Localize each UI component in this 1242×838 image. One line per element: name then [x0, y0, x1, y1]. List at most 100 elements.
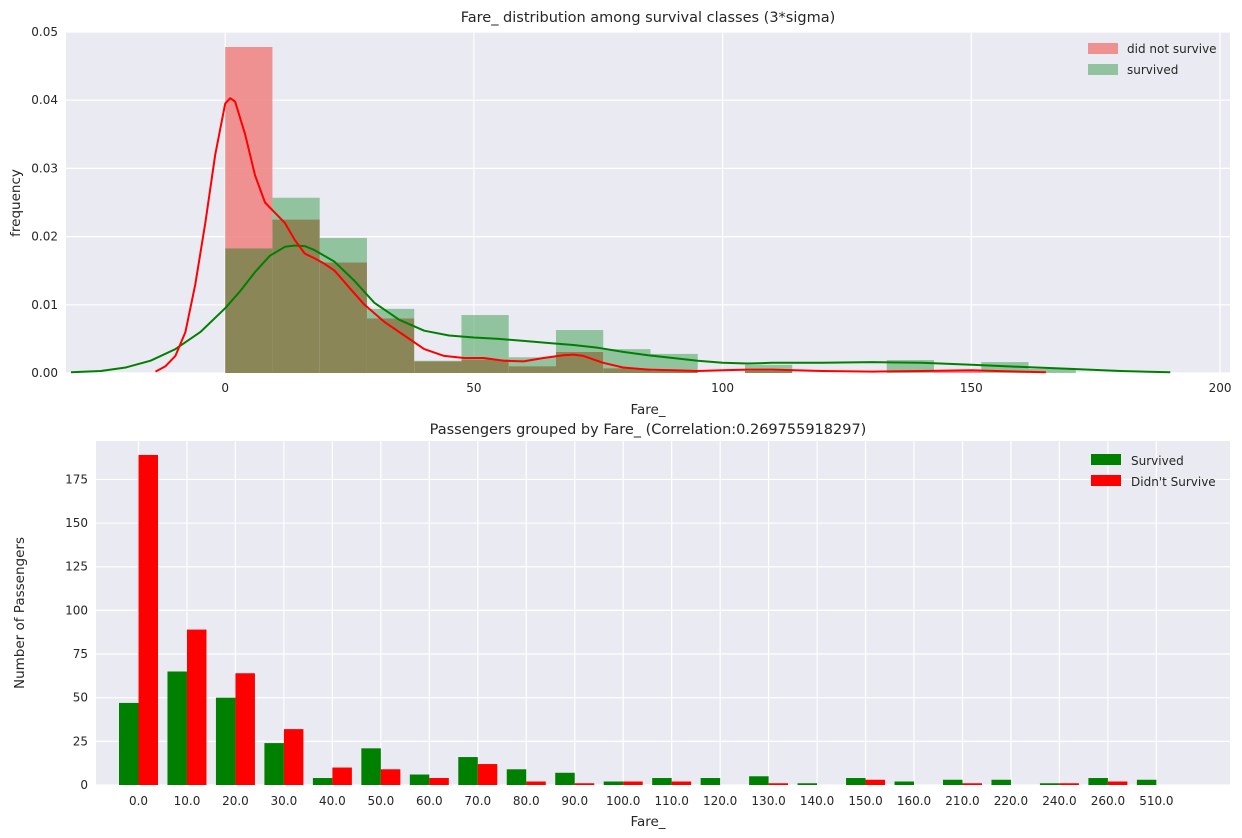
y-tick-label: 0.04	[31, 93, 58, 107]
kde-curves	[70, 97, 1171, 374]
x-tick-label: 200	[1209, 381, 1232, 395]
x-tick-label: 210.0	[945, 794, 979, 808]
histogram-bar-survived	[414, 360, 462, 362]
legend-label-did-not-survive: did not survive	[1127, 42, 1217, 56]
histogram-bar-survived	[650, 353, 698, 371]
legend-label-didnt-survive: Didn't Survive	[1131, 475, 1216, 489]
histogram-bar-overlap	[555, 351, 604, 373]
y-tick-label: 0.01	[31, 298, 58, 312]
bar-didnt-survive	[186, 629, 207, 785]
x-axis-label: Fare_	[630, 402, 665, 418]
x-tick-label: 260.0	[1091, 794, 1125, 808]
legend-label-survived: Survived	[1131, 454, 1184, 468]
y-tick-label: 0.00	[31, 366, 58, 380]
bar-survived	[361, 748, 381, 785]
x-tick-label: 70.0	[464, 794, 491, 808]
bar-didnt-survive	[671, 781, 692, 785]
x-tick-label: 90.0	[561, 794, 588, 808]
bar-survived	[555, 772, 575, 785]
x-tick-label: 150.0	[848, 794, 882, 808]
fare-distribution-chart: Fare_ distribution among survival classe…	[8, 10, 1232, 418]
bar-didnt-survive	[235, 673, 255, 785]
axis-ticks: 0 25 50 75 100 125 150 175 0.0 10.0 20.0 30.0 40.0 50…	[65, 472, 1173, 808]
bar-survived	[991, 779, 1011, 785]
bar-survived	[797, 783, 818, 785]
bar-survived	[1136, 779, 1157, 785]
bar-didnt-survive	[1107, 781, 1128, 785]
x-tick-label: 140.0	[800, 794, 834, 808]
bar-didnt-survive	[1059, 783, 1079, 785]
legend-swatch-didnt-survive	[1091, 475, 1121, 486]
x-tick-label: 10.0	[174, 794, 201, 808]
y-tick-label: 175	[65, 472, 88, 486]
bar-didnt-survive	[962, 783, 982, 785]
histogram-bar-survived	[1028, 368, 1076, 373]
histogram-bar-survived	[745, 364, 793, 371]
x-tick-label: 150	[960, 381, 983, 395]
x-tick-label: 0.0	[129, 794, 148, 808]
x-axis-label: Fare_	[630, 814, 665, 830]
y-tick-label: 125	[65, 560, 88, 574]
histogram-bar-overlap	[225, 248, 273, 373]
y-tick-label: 25	[73, 734, 88, 748]
bar-didnt-survive	[768, 783, 789, 785]
bar-survived	[409, 774, 430, 785]
x-tick-label: 50.0	[367, 794, 394, 808]
y-tick-label: 0.02	[31, 230, 58, 244]
bar-didnt-survive	[332, 767, 352, 785]
bar-survived	[264, 743, 284, 785]
bar-survived	[1088, 778, 1108, 785]
bar-survived	[942, 779, 963, 785]
x-tick-label: 160.0	[897, 794, 931, 808]
x-tick-label: 100.0	[606, 794, 640, 808]
bar-didnt-survive	[138, 454, 158, 785]
x-tick-label: 220.0	[994, 794, 1028, 808]
y-tick-label: 75	[73, 647, 88, 661]
y-tick-label: 0	[80, 778, 88, 792]
bar-didnt-survive	[865, 779, 886, 785]
histogram-bar-overlap	[650, 370, 698, 373]
histogram-bar-did-not-survive	[934, 370, 982, 373]
bar-didnt-survive	[283, 729, 304, 785]
x-tick-label: 0	[221, 381, 229, 395]
x-tick-label: 40.0	[319, 794, 346, 808]
x-tick-label: 80.0	[513, 794, 540, 808]
histogram-bar-overlap	[366, 318, 415, 373]
x-tick-label: 50	[466, 381, 481, 395]
histogram-bar-survived	[555, 330, 604, 352]
bar-survived	[652, 778, 672, 785]
y-tick-label: 50	[73, 691, 88, 705]
histogram-bar-overlap	[508, 366, 556, 373]
chart-title: Passengers grouped by Fare_ (Correlation…	[430, 422, 867, 438]
histogram-bar-survived	[272, 197, 320, 220]
x-tick-label: 120.0	[703, 794, 737, 808]
legend-swatch-did-not-survive	[1088, 43, 1118, 54]
histogram-bar-survived	[508, 357, 556, 367]
y-axis-label: Number of Passengers	[12, 537, 28, 689]
y-tick-label: 0.05	[31, 25, 58, 39]
x-tick-label: 130.0	[751, 794, 785, 808]
bar-survived	[603, 781, 624, 785]
histogram-bar-overlap	[461, 359, 509, 373]
histogram-bar-overlap	[745, 370, 793, 373]
legend: did not survive survived	[1088, 42, 1217, 77]
y-tick-label: 100	[65, 603, 88, 617]
passengers-by-fare-chart: Passengers grouped by Fare_ (Correlation…	[12, 422, 1230, 830]
bar-didnt-survive	[380, 769, 401, 785]
x-tick-label: 110.0	[654, 794, 688, 808]
legend-swatch-survived	[1091, 454, 1121, 465]
bar-survived	[215, 697, 236, 785]
x-tick-label: 100	[711, 381, 734, 395]
bar-survived	[1039, 783, 1060, 785]
legend-label-survived: survived	[1127, 63, 1178, 77]
bar-survived	[749, 776, 769, 785]
chart-title: Fare_ distribution among survival classe…	[461, 10, 836, 26]
kde-line-did-not-survive	[155, 97, 1046, 374]
histogram-bar-overlap	[414, 361, 462, 373]
histogram-bar-overlap	[319, 262, 367, 373]
bar-survived	[700, 778, 721, 785]
y-axis-label: frequency	[8, 169, 24, 237]
axis-ticks: 0 50 100 150 200 0.00 0.01 0.02 0.03 0.04 0.05	[31, 25, 1231, 395]
histogram-bar-survived	[319, 237, 367, 263]
